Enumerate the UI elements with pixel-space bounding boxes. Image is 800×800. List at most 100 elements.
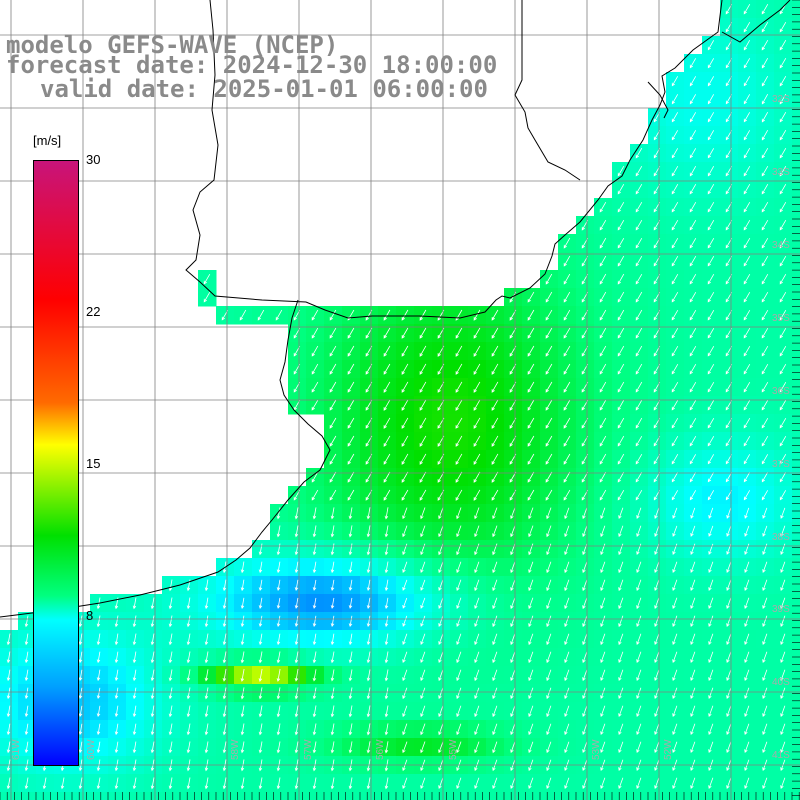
wind-speed-cell — [792, 468, 800, 487]
wind-speed-cell — [792, 630, 800, 649]
wind-speed-cell — [630, 792, 649, 800]
wind-speed-cell — [792, 522, 800, 541]
wind-speed-cell — [378, 792, 397, 800]
lon-label: 60W — [86, 739, 97, 760]
wind-speed-cell — [432, 792, 451, 800]
wind-speed-cell — [108, 792, 127, 800]
wind-speed-cell — [360, 792, 379, 800]
wind-speed-cell — [90, 792, 109, 800]
wind-speed-cell — [792, 702, 800, 721]
wind-speed-cell — [36, 792, 55, 800]
wind-speed-cell — [792, 486, 800, 505]
wind-speed-cell — [720, 792, 739, 800]
wind-speed-cell — [216, 792, 235, 800]
wind-speed-cell — [792, 774, 800, 793]
wind-speed-cell — [792, 288, 800, 307]
lon-label: 61W — [11, 739, 22, 760]
wind-speed-cell — [738, 792, 757, 800]
wind-speed-cell — [792, 0, 800, 19]
wind-speed-cell — [792, 432, 800, 451]
wind-speed-cell — [576, 792, 595, 800]
wind-speed-cell — [792, 504, 800, 523]
lat-label: 41S — [772, 750, 790, 761]
wind-speed-cell — [270, 792, 289, 800]
wind-speed-cell — [792, 18, 800, 37]
wind-speed-cell — [792, 558, 800, 577]
wind-speed-cell — [198, 792, 217, 800]
wind-speed-cell — [396, 792, 415, 800]
wind-speed-cell — [414, 792, 433, 800]
wind-speed-cell — [792, 360, 800, 379]
lon-label: 57W — [303, 739, 314, 760]
wind-speed-cell — [792, 36, 800, 55]
wind-speed-cell — [792, 90, 800, 109]
wind-speed-cell — [792, 198, 800, 217]
lon-label: 58W — [230, 739, 241, 760]
wind-speed-cell — [792, 738, 800, 757]
wind-speed-cell — [18, 792, 37, 800]
colorbar — [33, 160, 79, 766]
wind-speed-cell — [612, 792, 631, 800]
wind-speed-cell — [684, 792, 703, 800]
lon-label: 56W — [375, 739, 386, 760]
wind-speed-cell — [342, 792, 361, 800]
lat-label: 33S — [772, 167, 790, 178]
wind-speed-cell — [792, 270, 800, 289]
wind-speed-cell — [756, 792, 775, 800]
colorbar-tick-15: 15 — [86, 456, 100, 471]
lon-label: 53W — [591, 739, 602, 760]
wind-speed-cell — [792, 594, 800, 613]
valid-date: valid date: 2025-01-01 06:00:00 — [40, 77, 488, 101]
wind-speed-cell — [792, 108, 800, 127]
wind-speed-cell — [666, 792, 685, 800]
lat-label: 34S — [772, 240, 790, 251]
wind-speed-cell — [792, 252, 800, 271]
wind-speed-cell — [792, 306, 800, 325]
wind-speed-cell — [540, 792, 559, 800]
lat-label: 40S — [772, 677, 790, 688]
colorbar-tick-22: 22 — [86, 304, 100, 319]
wind-speed-cell — [306, 792, 325, 800]
wind-speed-cell — [288, 792, 307, 800]
wind-speed-cell — [792, 162, 800, 181]
wind-speed-cell — [558, 792, 577, 800]
wind-speed-cell — [450, 792, 469, 800]
wind-speed-cell — [504, 792, 523, 800]
wind-speed-cell — [324, 792, 343, 800]
wind-speed-cell — [144, 792, 163, 800]
wind-speed-cell — [648, 792, 667, 800]
lon-label: 55W — [448, 739, 459, 760]
wind-speed-cell — [792, 378, 800, 397]
wind-speed-cell — [162, 792, 181, 800]
wind-speed-cell — [522, 792, 541, 800]
lat-label: 36S — [772, 386, 790, 397]
lat-label: 38S — [772, 532, 790, 543]
wind-speed-cell — [792, 666, 800, 685]
lat-label: 35S — [772, 313, 790, 324]
wind-speed-cell — [486, 792, 505, 800]
wind-speed-cell — [792, 54, 800, 73]
wind-speed-cell — [594, 792, 613, 800]
lat-label: 39S — [772, 604, 790, 615]
wind-speed-cell — [54, 792, 73, 800]
wind-speed-cell — [792, 234, 800, 253]
wind-speed-cell — [792, 576, 800, 595]
colorbar-tick-30: 30 — [86, 152, 100, 167]
lon-label: 52W — [663, 739, 674, 760]
wind-speed-cell — [126, 792, 145, 800]
lat-label: 37S — [772, 459, 790, 470]
wind-speed-cell — [0, 792, 19, 800]
wind-speed-cell — [468, 792, 487, 800]
colorbar-unit: [m/s] — [33, 133, 61, 148]
wind-speed-cell — [792, 540, 800, 559]
forecast-date: forecast date: 2024-12-30 18:00:00 — [6, 53, 497, 77]
wind-speed-cell — [702, 792, 721, 800]
wind-speed-cell — [72, 792, 91, 800]
wind-speed-cell — [234, 792, 253, 800]
wind-speed-cell — [792, 126, 800, 145]
wind-speed-cell — [792, 396, 800, 415]
colorbar-tick-8: 8 — [86, 608, 93, 623]
lat-label: 32S — [772, 94, 790, 105]
